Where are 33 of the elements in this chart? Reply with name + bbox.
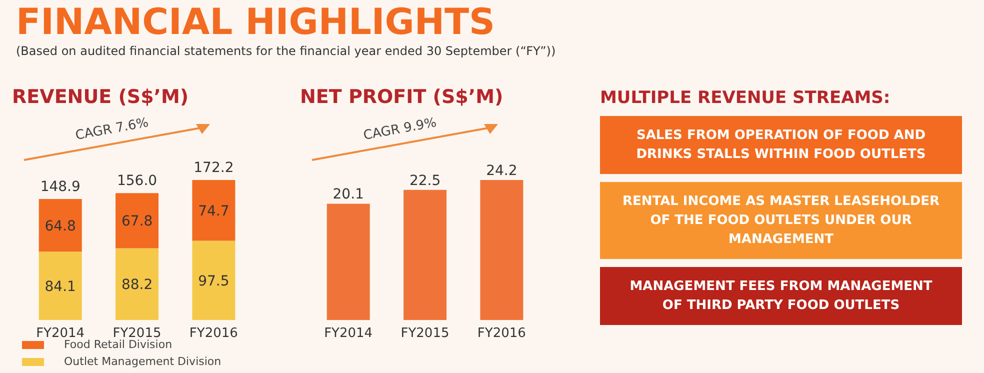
- bar: [38, 198, 82, 252]
- x-tick-label: FY2015: [400, 326, 450, 342]
- data-label: 84.1: [44, 278, 76, 295]
- data-label: 24.2: [486, 163, 518, 179]
- total-label: 156.0: [116, 173, 158, 190]
- data-label: 97.5: [198, 273, 230, 290]
- data-label: 88.2: [121, 277, 153, 294]
- data-label: 64.8: [44, 218, 76, 234]
- x-tick-label: FY2016: [189, 326, 238, 342]
- data-label: 74.7: [198, 203, 230, 220]
- x-tick-label: FY2016: [477, 326, 526, 342]
- chart-title: NET PROFIT (S$’M): [300, 86, 504, 108]
- text: CAGR 7.6%: [74, 116, 150, 144]
- chart-title: REVENUE (S$’M): [12, 86, 190, 108]
- data-label: 20.1: [332, 186, 364, 203]
- text: FINANCIAL HIGHLIGHTS: [16, 2, 496, 44]
- text: MULTIPLE REVENUE STREAMS:: [600, 88, 892, 108]
- data-label: 67.8: [121, 214, 153, 230]
- bar: [116, 193, 159, 248]
- text: SALES FROM OPERATION OF FOOD AND DRINKS STALLS WITHIN FOOD OUTLETS: [600, 116, 962, 174]
- bar: [192, 240, 236, 320]
- text: MANAGEMENT FEES FROM MANAGEMENT OF THIRD PARTY FOOD OUTLETS: [600, 267, 962, 325]
- bar: [192, 180, 236, 241]
- bar: [116, 248, 159, 320]
- data-label: 22.5: [409, 172, 441, 189]
- total-label: 172.2: [194, 160, 234, 176]
- text: CAGR 9.9%: [362, 116, 438, 144]
- legend-label: Outlet Management Division: [63, 354, 222, 370]
- x-tick-label: FY2014: [324, 326, 373, 342]
- total-label: 148.9: [40, 178, 80, 195]
- text: RENTAL INCOME AS MASTER LEASEHOLDER OF THE FOOD OUTLETS UNDER OUR MANAGEMENT: [600, 182, 962, 259]
- bar: [38, 252, 82, 320]
- text: (Based on audited financial statements for the financial year ended 30 September (“FY”)): [16, 44, 556, 58]
